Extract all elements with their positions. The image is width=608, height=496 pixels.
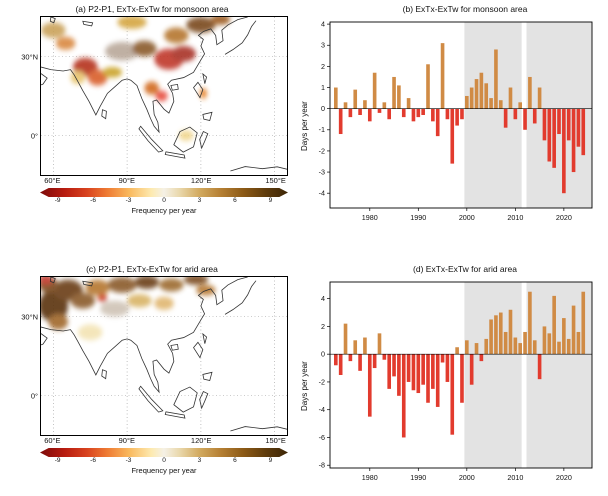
colorbar-c-label: Frequency per year bbox=[131, 466, 197, 475]
colorbar-c-tick: 0 bbox=[162, 457, 166, 464]
panel-a-map-frame: 30°N 0° bbox=[21, 16, 288, 176]
map-c-xtick-90e: 90°E bbox=[118, 436, 135, 445]
svg-text:2010: 2010 bbox=[507, 473, 523, 482]
svg-text:2: 2 bbox=[321, 322, 325, 331]
map-c-ytick-0: 0° bbox=[30, 391, 38, 400]
svg-text:2020: 2020 bbox=[556, 213, 572, 222]
svg-text:4: 4 bbox=[321, 20, 325, 29]
colorbar-a-tick: 0 bbox=[162, 197, 166, 204]
map-a-xticks: 60°E 90°E 120°E 150°E bbox=[40, 176, 288, 186]
map-a-xtick-120e: 120°E bbox=[190, 176, 212, 185]
svg-text:-2: -2 bbox=[319, 146, 325, 155]
panel-c-map-block: 30°N 0° 60°E 90°E 120°E 150°E -9 -6 -3 0… bbox=[21, 276, 288, 476]
svg-text:4: 4 bbox=[321, 294, 325, 303]
panel-b-bar-chart: -4 -3 -2 -1 0 1 2 3 4 1980 1990 2000 2010 2020 bbox=[319, 20, 593, 222]
panel-b-ylabel: Days per year bbox=[300, 101, 309, 151]
map-c-xtick-150e: 150°E bbox=[265, 436, 286, 445]
svg-text:-8: -8 bbox=[319, 461, 325, 470]
panel-c-map-arid: (c) P2-P1, ExTx-ExTw for arid area 30°N … bbox=[10, 263, 294, 493]
svg-text:-1: -1 bbox=[319, 125, 325, 134]
panel-d-bars-arid: (d) ExTx-ExTw for arid area Days per yea… bbox=[300, 263, 604, 493]
panel-b-bars-monsoon: (b) ExTx-ExTw for monsoon area Days per … bbox=[300, 3, 604, 253]
map-c-xticks: 60°E 90°E 120°E 150°E bbox=[40, 436, 288, 446]
colorbar-c-gradient bbox=[40, 448, 288, 457]
colorbar-a-ticks: -9 -6 -3 0 3 6 9 bbox=[40, 197, 288, 206]
colorbar-a-tick: 3 bbox=[197, 197, 202, 204]
colorbar-a-tick: 9 bbox=[268, 197, 273, 204]
svg-text:0: 0 bbox=[321, 350, 325, 359]
svg-text:2020: 2020 bbox=[556, 473, 572, 482]
svg-text:-3: -3 bbox=[319, 167, 325, 176]
panel-a-title: (a) P2-P1, ExTx-ExTw for monsoon area bbox=[75, 4, 229, 14]
panel-d-bar-chart: -8 -6 -4 -2 0 2 4 1980 1990 2000 2010 2020 bbox=[319, 281, 593, 482]
panel-a-map-block: 30°N 0° 60°E 90°E 120°E 150°E -9 -6 -3 0… bbox=[21, 16, 288, 216]
colorbar-a-label: Frequency per year bbox=[131, 206, 197, 215]
svg-text:1990: 1990 bbox=[410, 473, 426, 482]
colorbar-c-tick: -3 bbox=[125, 457, 132, 464]
colorbar-a-tick: -9 bbox=[54, 197, 61, 204]
colorbar-a-tick: -6 bbox=[90, 197, 96, 204]
map-a-ytick-30n: 30°N bbox=[21, 52, 38, 61]
map-a-xtick-150e: 150°E bbox=[265, 176, 286, 185]
svg-text:0: 0 bbox=[321, 104, 325, 113]
svg-text:2010: 2010 bbox=[507, 213, 523, 222]
colorbar-c-tick: 3 bbox=[197, 457, 202, 464]
svg-text:2: 2 bbox=[321, 62, 325, 71]
svg-text:3: 3 bbox=[321, 41, 325, 50]
colorbar-a bbox=[40, 188, 288, 197]
svg-text:-2: -2 bbox=[319, 377, 325, 386]
colorbar-c-tick: -6 bbox=[90, 457, 96, 464]
svg-text:1980: 1980 bbox=[362, 213, 378, 222]
panel-d-ylabel: Days per year bbox=[300, 361, 309, 411]
colorbar-c-tick: 6 bbox=[233, 457, 237, 464]
colorbar-a-tick: -3 bbox=[125, 197, 132, 204]
panel-c-map-canvas bbox=[41, 277, 287, 435]
svg-text:2000: 2000 bbox=[459, 213, 475, 222]
colorbar-a-gradient bbox=[40, 188, 288, 197]
svg-text:1990: 1990 bbox=[410, 213, 426, 222]
svg-text:-4: -4 bbox=[319, 405, 325, 414]
colorbar-c-tick: -9 bbox=[54, 457, 61, 464]
panel-d-title: (d) ExTx-ExTw for arid area bbox=[413, 264, 517, 274]
map-a-xtick-60e: 60°E bbox=[44, 176, 61, 185]
svg-text:2000: 2000 bbox=[459, 473, 475, 482]
svg-text:1980: 1980 bbox=[362, 473, 378, 482]
svg-text:1: 1 bbox=[321, 83, 325, 92]
map-a-ytick-0: 0° bbox=[30, 131, 38, 140]
map-c-xtick-120e: 120°E bbox=[190, 436, 212, 445]
panel-c-map-frame: 30°N 0° bbox=[21, 276, 288, 436]
svg-text:-4: -4 bbox=[319, 189, 325, 198]
map-c-ytick-30n: 30°N bbox=[21, 312, 38, 321]
map-a-xtick-90e: 90°E bbox=[118, 176, 135, 185]
panel-a-map-canvas bbox=[41, 17, 287, 175]
panel-b-title: (b) ExTx-ExTw for monsoon area bbox=[402, 4, 528, 14]
svg-text:-6: -6 bbox=[319, 433, 325, 442]
map-c-xtick-60e: 60°E bbox=[44, 436, 61, 445]
colorbar-a-tick: 6 bbox=[233, 197, 237, 204]
colorbar-c bbox=[40, 448, 288, 457]
colorbar-c-ticks: -9 -6 -3 0 3 6 9 bbox=[40, 457, 288, 466]
panel-c-title: (c) P2-P1, ExTx-ExTw for arid area bbox=[86, 264, 218, 274]
panel-a-map-monsoon: (a) P2-P1, ExTx-ExTw for monsoon area bbox=[10, 3, 294, 253]
colorbar-c-tick: 9 bbox=[268, 457, 273, 464]
